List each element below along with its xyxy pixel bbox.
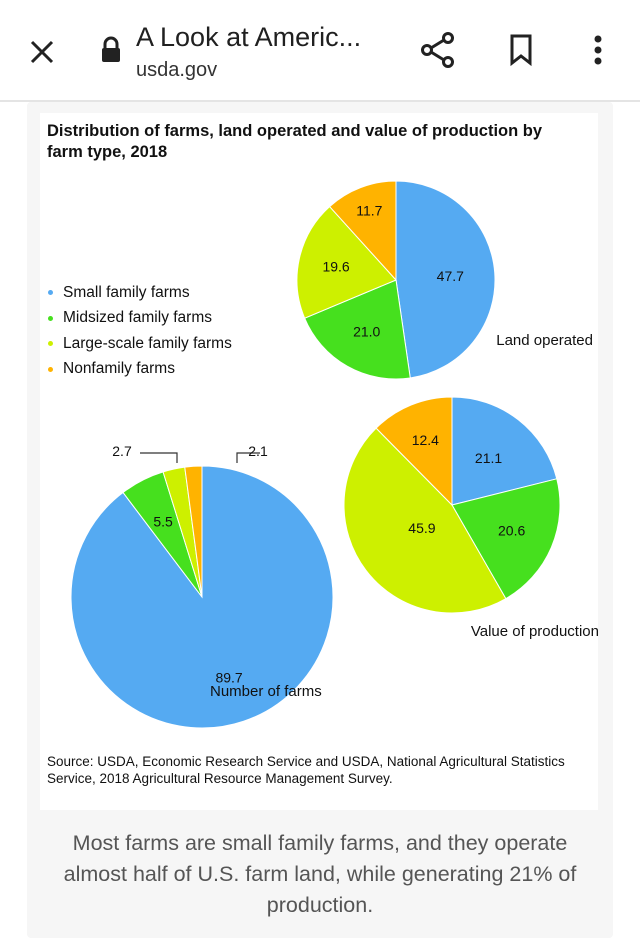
legend-label: Nonfamily farms (63, 360, 175, 378)
data-label: 21.1 (475, 450, 502, 466)
pie-name: Value of production (471, 623, 598, 640)
pie-slice (375, 396, 453, 507)
close-icon[interactable] (28, 38, 56, 66)
pie-name: Land operated (496, 332, 593, 349)
data-label: 21.0 (353, 324, 380, 340)
chart: Distribution of farms, land operated and… (40, 113, 598, 810)
pie-slice (451, 478, 561, 600)
pie-slice (304, 279, 411, 380)
pie-slice (328, 180, 397, 282)
pie-slice (296, 205, 397, 319)
legend: Small family farms Midsized family farms… (48, 280, 232, 382)
pie-slice (395, 180, 496, 379)
data-label: 47.7 (437, 268, 464, 284)
chart-title: Distribution of farms, land operated and… (47, 122, 543, 161)
legend-item: Small family farms (48, 280, 232, 306)
pie-name: Number of farms (210, 683, 322, 700)
legend-item: Large-scale family farms (48, 331, 232, 357)
data-label: 2.7 (112, 443, 132, 459)
legend-item: Midsized family farms (48, 306, 232, 332)
data-label: 45.9 (408, 520, 435, 536)
figure-caption: Most farms are small family farms, and t… (63, 831, 577, 917)
pie-slice (70, 465, 334, 729)
pie-charts: 47.7 21.0 19.6 11.7 Land operated 21.1 20.6 45.… (70, 180, 598, 729)
pie-slice (451, 396, 558, 506)
lock-icon (102, 36, 120, 62)
data-label: 20.6 (498, 522, 525, 538)
legend-item: Nonfamily farms (48, 357, 232, 383)
data-label: 2.1 (248, 443, 268, 459)
legend-label: Small family farms (63, 283, 190, 301)
legend-label: Midsized family farms (63, 309, 212, 327)
pie-slice (343, 427, 507, 614)
data-label: 89.7 (215, 670, 242, 686)
page-title: A Look at Americ... (136, 22, 362, 52)
leader-line (236, 452, 260, 463)
chart-source: Source: USDA, Economic Research Service … (47, 754, 565, 786)
legend-label: Large-scale family farms (63, 334, 232, 352)
page-url[interactable]: usda.gov (136, 59, 218, 81)
data-label: 19.6 (322, 259, 349, 275)
data-label: 11.7 (356, 203, 382, 219)
bookmark-icon[interactable] (508, 33, 536, 67)
data-label: 5.5 (153, 513, 173, 529)
browser-toolbar: A Look at Americ... usda.gov (0, 0, 640, 102)
leader-line (140, 452, 178, 463)
data-label: 12.4 (412, 432, 439, 448)
pie-slice (184, 465, 203, 598)
more-vert-icon[interactable] (592, 34, 604, 68)
share-icon[interactable] (418, 30, 458, 70)
